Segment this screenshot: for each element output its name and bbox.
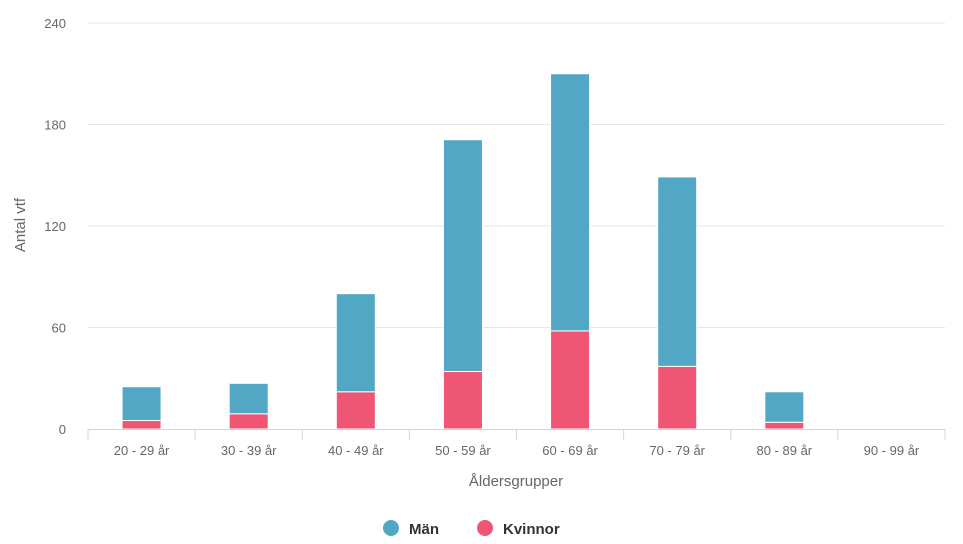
x-tick-label: 60 - 69 år — [542, 443, 598, 458]
x-tick-label: 40 - 49 år — [328, 443, 384, 458]
x-tick-label: 50 - 59 år — [435, 443, 491, 458]
bar-m-n — [442, 139, 483, 372]
y-tick-label: 180 — [44, 118, 66, 133]
bar-m-n — [335, 293, 376, 393]
legend-item-kvinnor[interactable]: Kvinnor — [477, 520, 560, 538]
bar-m-n — [121, 386, 162, 422]
x-tick-label: 80 - 89 år — [756, 443, 812, 458]
bar-kvinnor — [550, 330, 591, 430]
bar-m-n — [550, 73, 591, 332]
bar-kvinnor — [442, 370, 483, 430]
x-axis: 20 - 29 år 30 - 39 år 40 - 49 år 50 - 59 år… — [87, 429, 946, 458]
y-tick-label: 60 — [52, 321, 66, 336]
bar-kvinnor — [764, 421, 805, 430]
y-tick-label: 120 — [44, 219, 66, 234]
bar-kvinnor — [657, 365, 698, 430]
bars — [121, 73, 805, 430]
legend-label: Män — [409, 521, 439, 538]
y-tick-label: 0 — [59, 422, 66, 437]
x-tick-label: 20 - 29 år — [114, 443, 170, 458]
x-tick-label: 90 - 99 år — [864, 443, 920, 458]
y-axis-title: Antal vtf — [12, 197, 29, 252]
x-tick-label: 30 - 39 år — [221, 443, 277, 458]
bar-m-n — [228, 382, 269, 415]
y-axis-tick-labels: 0 60 120 180 240 — [44, 16, 66, 437]
bar-kvinnor — [121, 420, 162, 430]
x-axis-title: Åldersgrupper — [469, 473, 563, 490]
legend-marker — [477, 520, 493, 536]
gridlines — [88, 22, 945, 328]
bar-kvinnor — [228, 413, 269, 430]
bar-kvinnor — [335, 391, 376, 430]
legend-label: Kvinnor — [503, 521, 560, 538]
legend-item-m-n[interactable]: Män — [383, 520, 439, 538]
y-tick-label: 240 — [44, 16, 66, 31]
legend-marker — [383, 520, 399, 536]
legend: Män Kvinnor — [383, 520, 560, 538]
x-tick-label: 70 - 79 år — [649, 443, 705, 458]
bar-m-n — [657, 176, 698, 367]
bar-m-n — [764, 391, 805, 423]
